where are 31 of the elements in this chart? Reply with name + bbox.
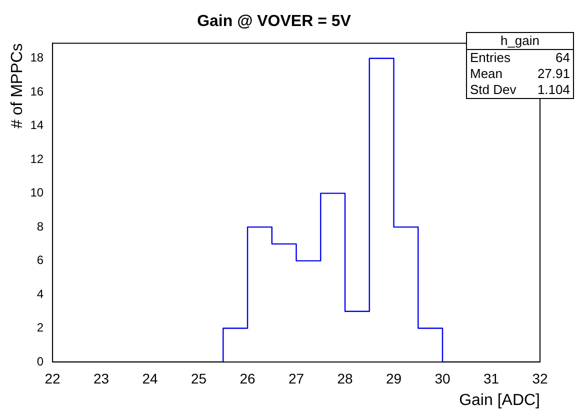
text: 64 <box>556 50 570 66</box>
annotation: 27.91 <box>537 66 570 82</box>
x-tick-label: 27 <box>288 370 304 386</box>
annotation: Std Dev <box>470 82 516 98</box>
annotation: Entries <box>470 50 510 66</box>
annotation: h_gain <box>467 33 573 50</box>
chart-title: Gain @ VOVER = 5V <box>197 13 352 30</box>
annotation: 1.104 <box>537 82 570 98</box>
y-axis-title: # of MPPCs <box>9 43 26 129</box>
x-tick-label: 29 <box>386 370 402 386</box>
x-tick-label: 24 <box>142 370 158 386</box>
y-tick-label: 16 <box>30 84 44 98</box>
x-tick-label: 26 <box>240 370 256 386</box>
y-tick-label: 8 <box>36 219 44 234</box>
x-tick-label: 30 <box>434 370 451 386</box>
annotation: Mean <box>470 66 503 82</box>
y-tick-label: 18 <box>30 50 44 65</box>
y-tick-label: 2 <box>36 320 44 335</box>
y-tick-label: 0 <box>36 354 44 368</box>
y-tick-label: 10 <box>30 186 44 200</box>
x-axis-title: Gain [ADC] <box>459 392 540 409</box>
x-tick-label: 28 <box>337 370 354 386</box>
x-tick-label: 22 <box>44 370 61 386</box>
x-tick-label: 32 <box>532 370 548 386</box>
y-tick-label: 4 <box>36 286 44 301</box>
y-tick-label: 12 <box>30 152 44 166</box>
x-tick-label: 23 <box>94 370 110 386</box>
y-tick-label: 14 <box>30 118 44 132</box>
y-tick-label: 6 <box>36 253 44 268</box>
x-tick-label: 31 <box>483 370 500 386</box>
x-tick-label: 25 <box>190 370 207 386</box>
